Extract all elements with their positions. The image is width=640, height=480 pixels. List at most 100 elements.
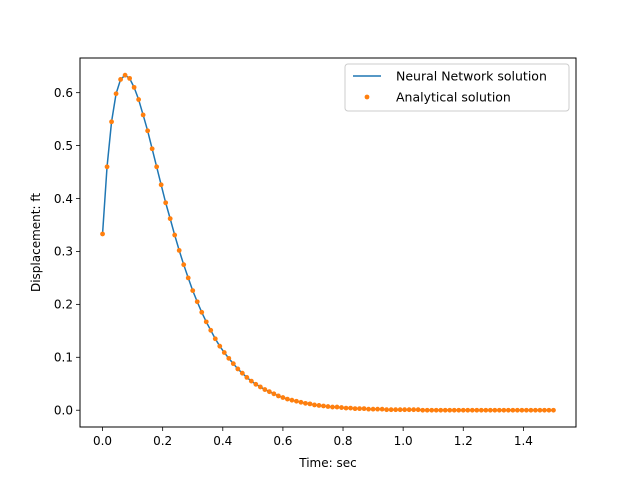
data-point-analytical (519, 407, 525, 413)
data-point-analytical (348, 405, 353, 411)
data-point-analytical (537, 407, 543, 413)
data-point-analytical (487, 407, 493, 413)
data-point-analytical (203, 319, 209, 325)
data-point-analytical (325, 404, 331, 409)
y-axis-ticks: 0.0 0.1 0.2 0.3 0.4 0.5 0.6 (54, 86, 80, 418)
data-point-analytical (384, 407, 390, 413)
data-point-analytical (393, 407, 399, 413)
data-point-analytical (172, 232, 178, 238)
x-tick-label: 1.4 (514, 434, 533, 448)
data-point-analytical (109, 119, 114, 125)
legend-swatch-analytical (364, 94, 370, 100)
data-point-analytical (285, 396, 290, 402)
data-point-analytical (266, 389, 272, 395)
x-tick-label: 0.4 (213, 434, 232, 448)
data-point-analytical (505, 407, 511, 413)
data-point-analytical (424, 407, 430, 413)
data-point-analytical (397, 407, 403, 413)
legend: Neural Network solution Analytical solut… (344, 63, 570, 112)
data-point-analytical (149, 146, 155, 152)
series-marker-layer (100, 72, 556, 413)
data-point-analytical (370, 406, 376, 412)
data-point-analytical (221, 350, 227, 355)
data-point-analytical (492, 407, 498, 413)
legend-label-neural-network: Neural Network solution (396, 69, 547, 84)
y-tick-label: 0.1 (54, 351, 73, 365)
data-point-analytical (122, 72, 128, 78)
data-point-analytical (276, 393, 281, 399)
data-point-analytical (212, 336, 218, 342)
data-point-analytical (190, 288, 196, 294)
data-point-analytical (388, 407, 394, 413)
data-point-analytical (510, 407, 516, 413)
data-point-analytical (447, 407, 453, 413)
data-point-analytical (118, 77, 123, 82)
data-point-analytical (514, 407, 520, 413)
data-point-analytical (307, 401, 313, 407)
data-point-analytical (289, 397, 295, 403)
data-point-analytical (176, 247, 182, 253)
data-point-analytical (433, 407, 439, 413)
data-point-analytical (542, 407, 547, 413)
data-point-analytical (217, 343, 223, 349)
data-point-analytical (312, 402, 317, 408)
y-tick-label: 0.5 (54, 139, 73, 153)
data-point-analytical (316, 403, 322, 408)
data-point-analytical (460, 407, 466, 413)
data-point-analytical (248, 378, 254, 384)
data-point-analytical (158, 182, 164, 188)
data-point-analytical (194, 299, 200, 305)
y-axis-label: Displacement: ft (29, 193, 43, 292)
data-point-analytical (113, 91, 119, 97)
y-tick-label: 0.0 (54, 404, 73, 418)
data-point-analytical (442, 407, 448, 413)
x-tick-label: 0.2 (153, 434, 172, 448)
data-point-analytical (199, 309, 205, 315)
data-point-analytical (262, 387, 268, 392)
x-tick-label: 0.8 (333, 434, 352, 448)
data-point-analytical (411, 407, 417, 413)
legend-label-analytical: Analytical solution (396, 90, 511, 105)
legend-frame (344, 63, 570, 112)
data-point-analytical (456, 407, 462, 413)
data-point-analytical (185, 275, 191, 281)
data-point-analytical (104, 164, 110, 170)
data-point-analytical (375, 406, 380, 412)
data-point-analytical (239, 370, 245, 376)
data-point-analytical (546, 407, 552, 413)
data-point-analytical (140, 112, 146, 118)
data-point-analytical (533, 407, 538, 413)
data-point-analytical (280, 395, 286, 400)
data-point-analytical (528, 407, 534, 413)
data-point-analytical (145, 128, 151, 134)
data-point-analytical (167, 216, 173, 222)
y-tick-label: 0.4 (54, 192, 73, 206)
x-tick-label: 1.2 (454, 434, 473, 448)
x-tick-label: 1.0 (394, 434, 413, 448)
data-point-analytical (429, 407, 435, 413)
data-point-analytical (352, 406, 358, 412)
data-point-analytical (438, 407, 444, 413)
data-point-analytical (379, 406, 385, 412)
data-point-analytical (451, 407, 457, 413)
data-point-analytical (330, 404, 335, 410)
data-point-analytical (415, 407, 421, 413)
data-point-analytical (474, 407, 480, 413)
data-point-analytical (339, 405, 344, 410)
data-point-analytical (524, 407, 529, 413)
data-point-analytical (154, 164, 160, 170)
y-tick-label: 0.6 (54, 86, 73, 100)
data-point-analytical (244, 375, 250, 380)
data-point-analytical (253, 381, 259, 387)
data-point-analytical (420, 407, 426, 413)
data-point-analytical (230, 361, 236, 367)
data-point-analytical (366, 406, 371, 412)
data-point-analytical (271, 391, 277, 397)
data-point-analytical (478, 407, 484, 413)
data-point-analytical (343, 405, 349, 411)
data-point-analytical (357, 406, 362, 412)
data-point-analytical (208, 327, 214, 333)
x-axis-label: Time: sec (298, 456, 356, 470)
axes-frame (79, 57, 577, 428)
